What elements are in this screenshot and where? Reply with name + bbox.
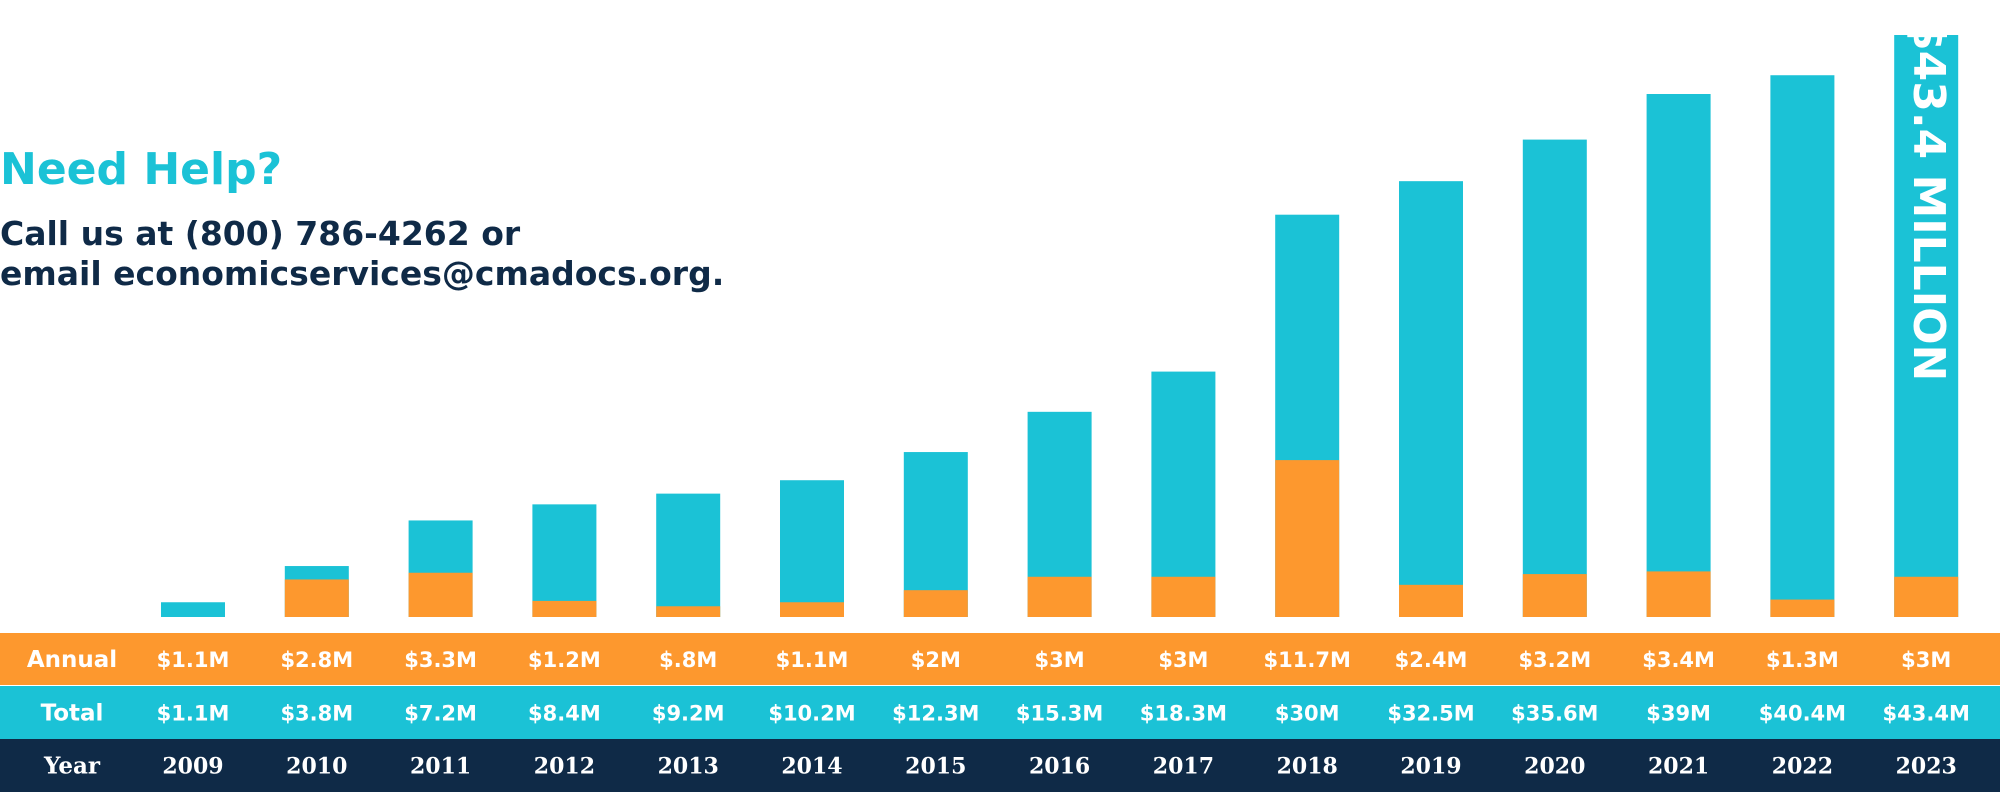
bar-total-2015 <box>903 452 968 617</box>
year-label-2016: 2016 <box>1029 754 1090 780</box>
total-value-2011: $7.2M <box>404 702 477 726</box>
annual-value-2019: $2.4M <box>1395 648 1468 672</box>
total-value-2020: $35.6M <box>1511 702 1598 726</box>
year-label-2015: 2015 <box>905 754 966 780</box>
year-label-2011: 2011 <box>410 754 471 780</box>
total-highlight-label: $43.4 MILLION <box>1903 20 1954 381</box>
annual-value-2023: $3M <box>1901 648 1951 672</box>
year-label-2014: 2014 <box>781 754 842 780</box>
bar-total-2019 <box>1399 181 1463 617</box>
annual-value-2017: $3M <box>1158 648 1208 672</box>
bar-annual-2022 <box>1770 599 1835 617</box>
year-label-2020: 2020 <box>1524 754 1585 780</box>
year-label-2009: 2009 <box>162 754 223 780</box>
bar-annual-2012 <box>532 600 597 617</box>
help-block: Need Help? Call us at (800) 786-4262 or … <box>0 140 724 294</box>
bar-total-2017 <box>1151 371 1216 617</box>
bar-annual-2016 <box>1027 576 1092 617</box>
total-value-2023: $43.4M <box>1883 702 1970 726</box>
total-value-2013: $9.2M <box>652 702 725 726</box>
bar-annual-2019 <box>1399 584 1463 617</box>
annual-value-2018: $11.7M <box>1264 648 1351 672</box>
total-value-2022: $40.4M <box>1759 702 1846 726</box>
bar-total-2009 <box>161 602 225 617</box>
total-value-2015: $12.3M <box>892 702 979 726</box>
bar-annual-2021 <box>1646 571 1711 617</box>
total-value-2014: $10.2M <box>768 702 855 726</box>
year-label-2010: 2010 <box>286 754 347 780</box>
bar-annual-2015 <box>903 590 968 617</box>
help-title: Need Help? <box>0 144 283 195</box>
bar-annual-2020 <box>1522 574 1587 617</box>
help-phone-line: Call us at (800) 786-4262 or <box>0 214 521 253</box>
bar-annual-2011 <box>408 572 473 617</box>
annual-value-2009: $1.1M <box>157 648 230 672</box>
annual-value-2012: $1.2M <box>528 648 601 672</box>
year-row-band <box>0 739 2000 792</box>
total-value-2018: $30M <box>1275 702 1340 726</box>
total-value-2009: $1.1M <box>157 702 230 726</box>
year-row-label: Year <box>43 753 101 780</box>
total-value-2016: $15.3M <box>1016 702 1103 726</box>
total-value-2021: $39M <box>1646 702 1711 726</box>
bar-total-2012 <box>532 504 597 617</box>
annual-value-2021: $3.4M <box>1642 648 1715 672</box>
annual-value-2010: $2.8M <box>280 648 353 672</box>
total-row-label: Total <box>41 701 104 727</box>
bar-total-2022 <box>1770 75 1835 618</box>
annual-value-2016: $3M <box>1035 648 1085 672</box>
year-label-2013: 2013 <box>658 754 719 780</box>
year-label-2022: 2022 <box>1772 754 1833 780</box>
total-row-band <box>0 686 2000 739</box>
year-label-2012: 2012 <box>534 754 595 780</box>
total-value-2012: $8.4M <box>528 702 601 726</box>
year-label-2023: 2023 <box>1896 754 1957 780</box>
bar-annual-2010 <box>284 579 349 617</box>
help-email-line: email economicservices@cmadocs.org. <box>0 254 725 293</box>
annual-value-2014: $1.1M <box>776 648 849 672</box>
year-label-2018: 2018 <box>1277 754 1338 780</box>
total-value-2010: $3.8M <box>280 702 353 726</box>
total-value-2017: $18.3M <box>1140 702 1227 726</box>
bar-total-2020 <box>1522 139 1587 618</box>
bar-annual-2017 <box>1151 576 1216 617</box>
help-contact: Call us at (800) 786-4262 or email econo… <box>0 214 724 294</box>
total-value-2019: $32.5M <box>1387 702 1474 726</box>
annual-row-label: Annual <box>27 647 117 673</box>
bar-annual-2014 <box>780 602 844 617</box>
annual-value-2022: $1.3M <box>1766 648 1839 672</box>
annual-row-band <box>0 633 2000 685</box>
year-label-2019: 2019 <box>1400 754 1461 780</box>
year-label-2021: 2021 <box>1648 754 1709 780</box>
bar-total-2013 <box>656 493 721 617</box>
bar-total-2014 <box>780 480 844 617</box>
annual-value-2015: $2M <box>911 648 961 672</box>
annual-value-2013: $.8M <box>659 648 717 672</box>
annual-value-2011: $3.3M <box>404 648 477 672</box>
bar-total-2021 <box>1646 94 1711 617</box>
bar-total-2023 <box>1894 35 1959 617</box>
year-label-2017: 2017 <box>1153 754 1214 780</box>
bar-annual-2023 <box>1894 576 1959 617</box>
annual-value-2020: $3.2M <box>1518 648 1591 672</box>
bar-annual-2018 <box>1275 460 1340 617</box>
bar-annual-2013 <box>656 606 721 617</box>
